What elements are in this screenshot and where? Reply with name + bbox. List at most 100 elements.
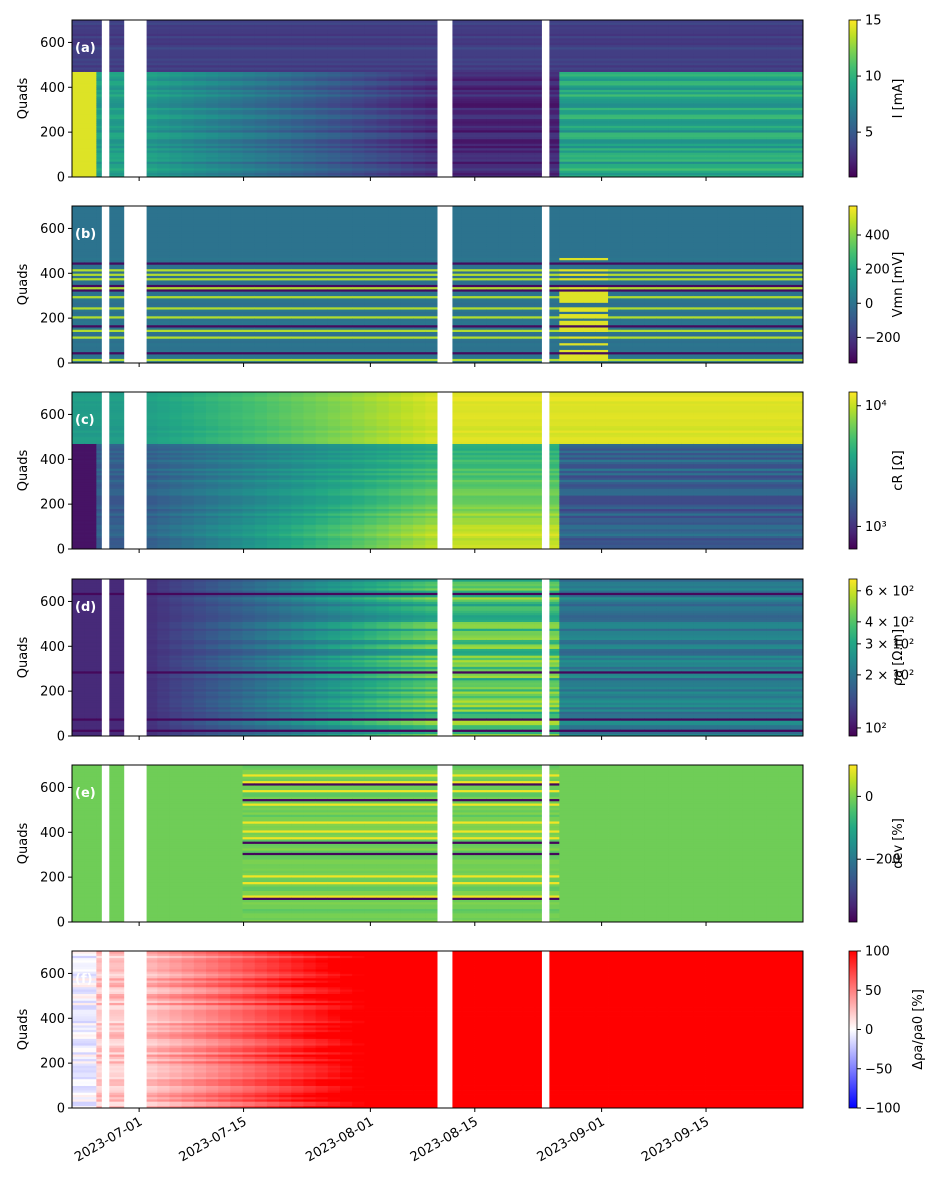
heatmap-cell [157, 119, 170, 122]
heatmap-cell [693, 33, 706, 36]
heatmap-cell [157, 242, 170, 245]
heatmap-cell [169, 96, 182, 99]
heatmap-cell [596, 33, 609, 36]
heatmap-cell [486, 65, 499, 68]
heatmap-cell [109, 273, 122, 276]
heatmap-cell [596, 49, 609, 52]
heatmap-cell [559, 150, 572, 153]
heatmap-cell [157, 96, 170, 99]
heatmap-cell [584, 24, 597, 27]
heatmap-cell [316, 33, 329, 36]
heatmap-cell [230, 150, 243, 153]
heatmap-cell [730, 103, 743, 106]
heatmap-cell [657, 65, 670, 68]
heatmap-cell [413, 119, 426, 122]
heatmap-cell [523, 134, 536, 137]
heatmap-cell [169, 103, 182, 106]
heatmap-cell [596, 166, 609, 169]
heatmap-cell [340, 87, 353, 90]
heatmap-cell [109, 81, 122, 84]
heatmap-cell [425, 72, 438, 75]
heatmap-cell [791, 72, 804, 75]
heatmap-cell [693, 72, 706, 75]
heatmap-cell [596, 159, 609, 162]
heatmap-cell [620, 56, 633, 59]
heatmap-cell [194, 103, 207, 106]
heatmap-cell [681, 65, 694, 68]
heatmap-cell [72, 72, 85, 75]
heatmap-cell [681, 128, 694, 131]
heatmap-cell [157, 112, 170, 115]
heatmap-cell [109, 65, 122, 68]
heatmap-cell [109, 226, 122, 229]
heatmap-cell [218, 65, 231, 68]
heatmap-cell [572, 128, 585, 131]
heatmap-cell [413, 87, 426, 90]
heatmap-cell [401, 33, 414, 36]
heatmap-cell [194, 134, 207, 137]
heatmap-cell [340, 119, 353, 122]
y-tick-label: 600 [40, 36, 65, 51]
heatmap-cell [169, 345, 182, 348]
heatmap-cell [730, 143, 743, 146]
heatmap-cell [742, 96, 755, 99]
heatmap-cell [84, 96, 97, 99]
heatmap-cell [84, 210, 97, 213]
heatmap-cell [425, 119, 438, 122]
heatmap-cell [182, 134, 195, 137]
heatmap-cell [169, 150, 182, 153]
heatmap-cell [389, 49, 402, 52]
heatmap-cell [511, 87, 524, 90]
heatmap-cell [243, 128, 256, 131]
heatmap-cell [572, 24, 585, 27]
heatmap-cell [559, 166, 572, 169]
heatmap-cell [267, 134, 280, 137]
heatmap-cell [109, 159, 122, 162]
heatmap-cell [596, 72, 609, 75]
heatmap-cell [243, 143, 256, 146]
heatmap-cell [669, 103, 682, 106]
heatmap-cell [352, 128, 365, 131]
heatmap-cell [389, 96, 402, 99]
heatmap-cell [157, 65, 170, 68]
heatmap-cell [182, 56, 195, 59]
heatmap-cell [657, 96, 670, 99]
heatmap-cell [498, 134, 511, 137]
heatmap-cell [109, 143, 122, 146]
heatmap-cell [706, 134, 719, 137]
heatmap-cell [194, 273, 207, 276]
heatmap-cell [791, 166, 804, 169]
heatmap-cell [194, 40, 207, 43]
heatmap-cell [377, 166, 390, 169]
heatmap-cell [182, 320, 195, 323]
heatmap-cell [779, 33, 792, 36]
heatmap-cell [693, 56, 706, 59]
heatmap-cell [316, 128, 329, 131]
heatmap-cell [328, 150, 341, 153]
heatmap-cell [194, 314, 207, 317]
heatmap-cell [401, 150, 414, 153]
heatmap-cell [462, 56, 475, 59]
heatmap-cell [194, 226, 207, 229]
heatmap-cell [182, 65, 195, 68]
heatmap-cell [218, 96, 231, 99]
heatmap-cell [157, 336, 170, 339]
heatmap-cell [72, 305, 85, 308]
heatmap-cell [218, 166, 231, 169]
heatmap-cell [182, 159, 195, 162]
heatmap-cell [145, 150, 158, 153]
heatmap-cell [742, 128, 755, 131]
heatmap-cell [206, 65, 219, 68]
heatmap-cell [401, 56, 414, 59]
heatmap-cell [279, 119, 292, 122]
heatmap-cell [730, 112, 743, 115]
heatmap-cell [145, 103, 158, 106]
heatmap-cell [596, 112, 609, 115]
heatmap-cell [364, 33, 377, 36]
heatmap-cell [72, 65, 85, 68]
heatmap-cell [145, 143, 158, 146]
heatmap-cell [194, 345, 207, 348]
heatmap-cell [230, 166, 243, 169]
heatmap-cell [194, 298, 207, 301]
heatmap-cell [706, 56, 719, 59]
